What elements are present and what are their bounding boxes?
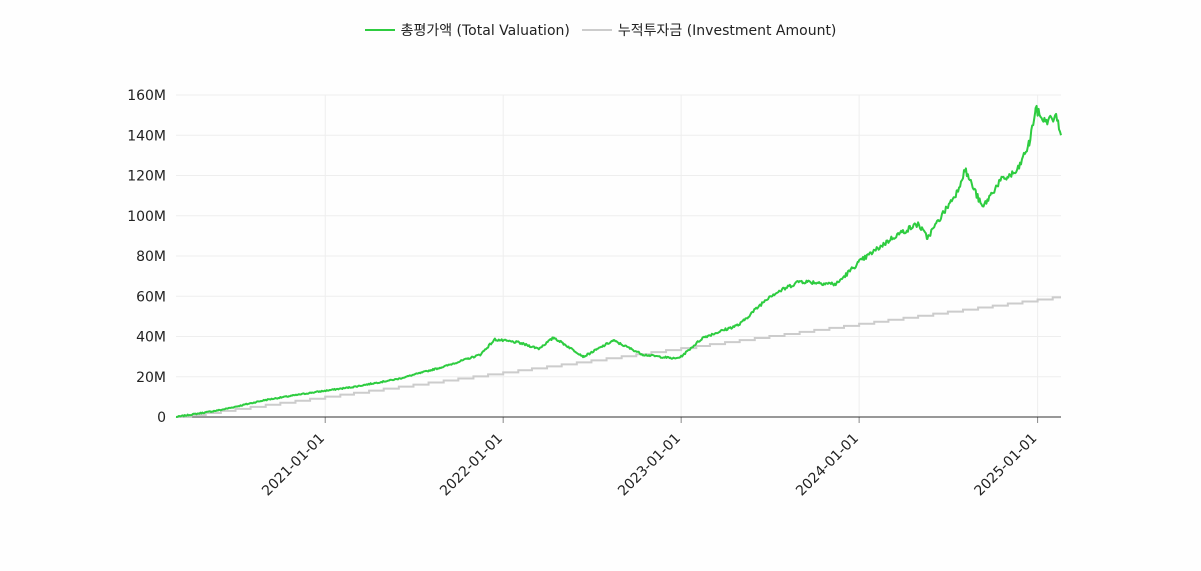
y-tick-label: 60M	[136, 289, 166, 305]
y-tick-label: 20M	[136, 370, 166, 386]
chart-legend: 총평가액 (Total Valuation) 누적투자금 (Investment…	[0, 20, 1201, 40]
x-tick-label: 2023-01-01	[615, 431, 684, 500]
legend-label-investment-amount: 누적투자금 (Investment Amount)	[617, 23, 837, 39]
x-tick-label: 2022-01-01	[437, 431, 506, 500]
y-tick-label: 100M	[127, 209, 166, 225]
legend-item-investment-amount[interactable]: 누적투자금 (Investment Amount)	[581, 20, 837, 40]
y-tick-label: 0	[157, 410, 166, 426]
y-tick-label: 140M	[127, 128, 166, 144]
y-tick-label: 120M	[127, 169, 166, 185]
x-tick-label: 2024-01-01	[793, 431, 862, 500]
y-tick-label: 80M	[136, 249, 166, 265]
y-tick-label: 40M	[136, 330, 166, 346]
legend-swatch-investment-amount	[581, 29, 612, 31]
legend-item-total-valuation[interactable]: 총평가액 (Total Valuation)	[364, 20, 570, 40]
series-line-total-valuation	[175, 104, 1062, 418]
series-line-investment-amount	[176, 296, 1061, 418]
y-tick-label: 160M	[127, 88, 166, 104]
legend-swatch-total-valuation	[364, 29, 395, 31]
x-tick-label: 2025-01-01	[972, 431, 1041, 500]
legend-label-total-valuation: 총평가액 (Total Valuation)	[400, 23, 570, 39]
x-tick-label: 2021-01-01	[259, 431, 328, 500]
